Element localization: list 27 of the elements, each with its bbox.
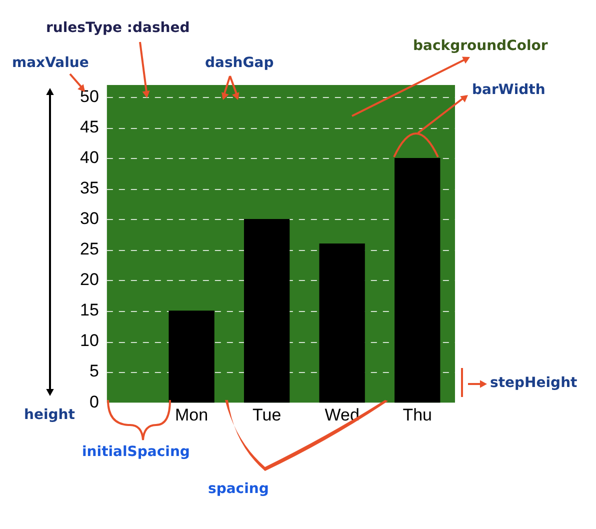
- y-tick-label: 50: [80, 86, 99, 106]
- y-tick-label: 10: [80, 331, 99, 350]
- x-tick-label: Tue: [252, 405, 282, 424]
- text: backgroundColor: [413, 38, 548, 54]
- y-tick-label: 35: [80, 178, 99, 198]
- y-tick-label: 15: [80, 300, 99, 320]
- y-tick-label: 30: [80, 209, 99, 228]
- text: initialSpacing: [82, 444, 190, 460]
- text: rulesType :dashed: [46, 20, 190, 36]
- bar: [168, 310, 214, 403]
- y-tick-label: 45: [80, 117, 99, 136]
- text: height: [24, 407, 75, 423]
- y-tick-label: 20: [80, 270, 99, 290]
- bar: [394, 158, 440, 403]
- bar: [319, 243, 365, 403]
- y-tick-label: 40: [80, 148, 99, 167]
- y-tick-label: 5: [89, 362, 99, 381]
- bar: [244, 219, 290, 403]
- text: barWidth: [472, 82, 546, 98]
- text: spacing: [208, 481, 269, 497]
- y-tick-label: 25: [80, 240, 99, 259]
- text: dashGap: [205, 55, 274, 71]
- text: stepHeight: [490, 375, 578, 391]
- text: maxValue: [12, 55, 89, 71]
- x-tick-label: Thu: [402, 405, 432, 424]
- x-tick-label: Mon: [175, 405, 208, 424]
- y-tick-label: 0: [89, 392, 99, 412]
